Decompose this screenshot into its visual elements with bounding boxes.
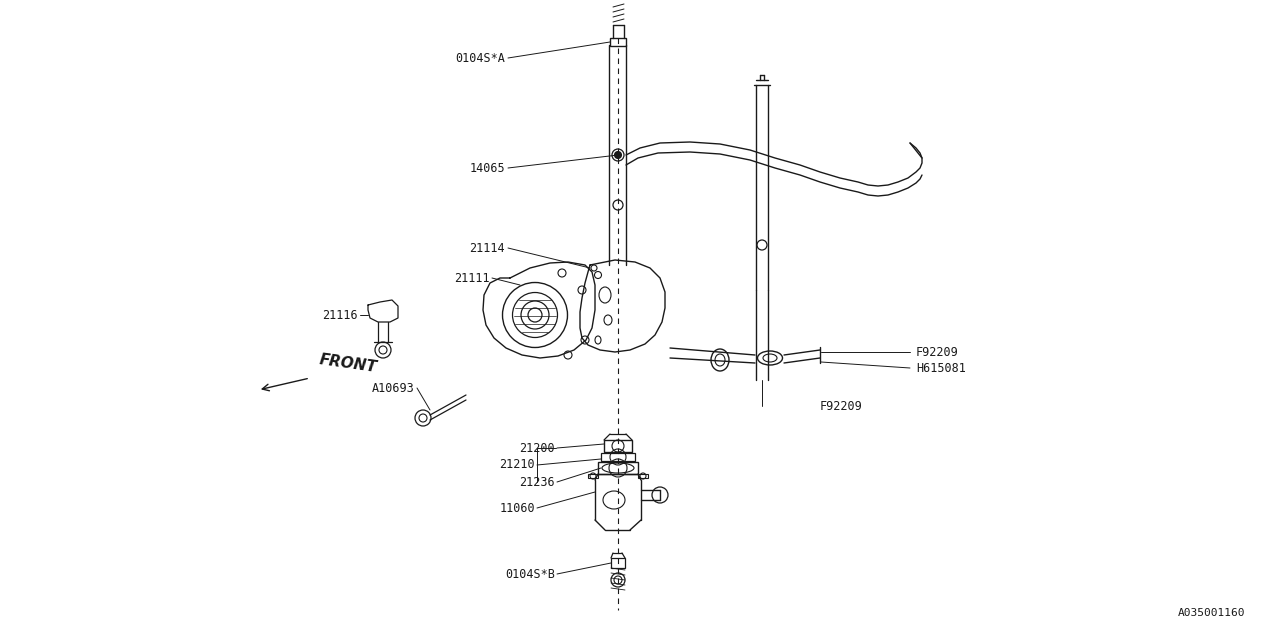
Bar [602,453,635,461]
Text: 14065: 14065 [470,161,506,175]
Bar [637,474,648,478]
Text: 21111: 21111 [454,271,490,285]
Bar [604,440,632,452]
Text: 11060: 11060 [499,502,535,515]
Text: A10693: A10693 [372,381,415,394]
Text: 21200: 21200 [520,442,556,454]
Text: FRONT: FRONT [317,352,378,375]
Bar [588,474,598,478]
Text: 21116: 21116 [323,308,358,321]
Text: F92209: F92209 [820,399,863,413]
Text: H615081: H615081 [916,362,966,374]
Text: 21114: 21114 [470,241,506,255]
Text: 21210: 21210 [499,458,535,472]
Text: 0104S*B: 0104S*B [506,568,556,580]
Text: A035001160: A035001160 [1178,608,1245,618]
Bar [611,38,626,46]
Text: F92209: F92209 [916,346,959,358]
Text: 21236: 21236 [520,476,556,488]
Bar [611,558,625,568]
Circle shape [614,152,622,159]
Text: 0104S*A: 0104S*A [456,51,506,65]
Bar [598,462,637,474]
